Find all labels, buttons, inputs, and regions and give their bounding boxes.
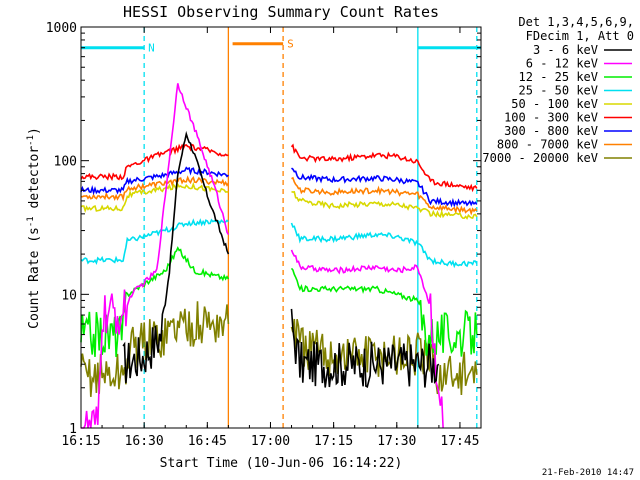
series-line-3 bbox=[80, 218, 478, 269]
plot-frame bbox=[80, 26, 482, 429]
series-line-8 bbox=[80, 301, 478, 397]
series-line-5 bbox=[80, 143, 478, 193]
y-axis-label-mid: detector bbox=[27, 146, 42, 217]
y-axis-label: Count Rate (s-1 detector-1) bbox=[26, 127, 42, 329]
flag-label-s: S bbox=[287, 38, 294, 51]
legend-label-6: 300 - 800 keV bbox=[504, 124, 598, 138]
series-line-0 bbox=[122, 130, 440, 388]
x-tick-label-3: 17:00 bbox=[251, 434, 290, 449]
legend-label-5: 100 - 300 keV bbox=[504, 111, 598, 125]
series-line-1 bbox=[81, 83, 444, 429]
y-axis-label-end: ) bbox=[27, 127, 42, 135]
legend-header-line-2: FDecim 1, Att 0 bbox=[526, 29, 634, 43]
series-line-6 bbox=[80, 166, 478, 208]
x-axis-label: Start Time (10-Jun-06 16:14:22) bbox=[160, 456, 403, 471]
legend-header-line-1: Det 1,3,4,5,6,9, bbox=[518, 15, 634, 29]
legend-label-2: 12 - 25 keV bbox=[519, 70, 598, 84]
x-tick-label-1: 16:30 bbox=[125, 434, 164, 449]
series-line-2 bbox=[80, 246, 478, 358]
series-line-4 bbox=[80, 181, 478, 220]
y-tick-label-0: 1 bbox=[69, 422, 77, 437]
axes-layer: 16:15 16:30 16:45 17:00 17:15 17:30 17:45 1 10 10… bbox=[46, 21, 482, 449]
x-tick-label-6: 17:45 bbox=[440, 434, 479, 449]
legend-label-0: 3 - 6 keV bbox=[533, 43, 598, 57]
y-axis-label-main: Count Rate (s bbox=[27, 227, 42, 329]
y-tick-label-2: 100 bbox=[54, 155, 77, 170]
x-tick-label-5: 17:30 bbox=[377, 434, 416, 449]
legend-label-3: 25 - 50 keV bbox=[519, 84, 598, 98]
legend-label-7: 800 - 7000 keV bbox=[497, 138, 598, 152]
chart-title: HESSI Observing Summary Count Rates bbox=[123, 3, 439, 21]
x-tick-label-4: 17:15 bbox=[314, 434, 353, 449]
legend-label-1: 6 - 12 keV bbox=[526, 57, 598, 71]
x-tick-label-0: 16:15 bbox=[61, 434, 100, 449]
y-tick-label-1: 10 bbox=[61, 288, 77, 303]
series-line-7 bbox=[81, 175, 478, 216]
y-axis-label-sup1: -1 bbox=[26, 216, 36, 227]
legend-label-4: 50 - 100 keV bbox=[511, 97, 598, 111]
legend-label-8: 7000 - 20000 keV bbox=[482, 151, 598, 165]
y-tick-label-3: 1000 bbox=[46, 21, 77, 36]
footer-date: 21-Feb-2010 14:47 bbox=[542, 468, 634, 478]
y-axis-label-sup2: -1 bbox=[26, 135, 36, 146]
x-tick-label-2: 16:45 bbox=[188, 434, 227, 449]
flag-label-n: N bbox=[148, 42, 155, 55]
